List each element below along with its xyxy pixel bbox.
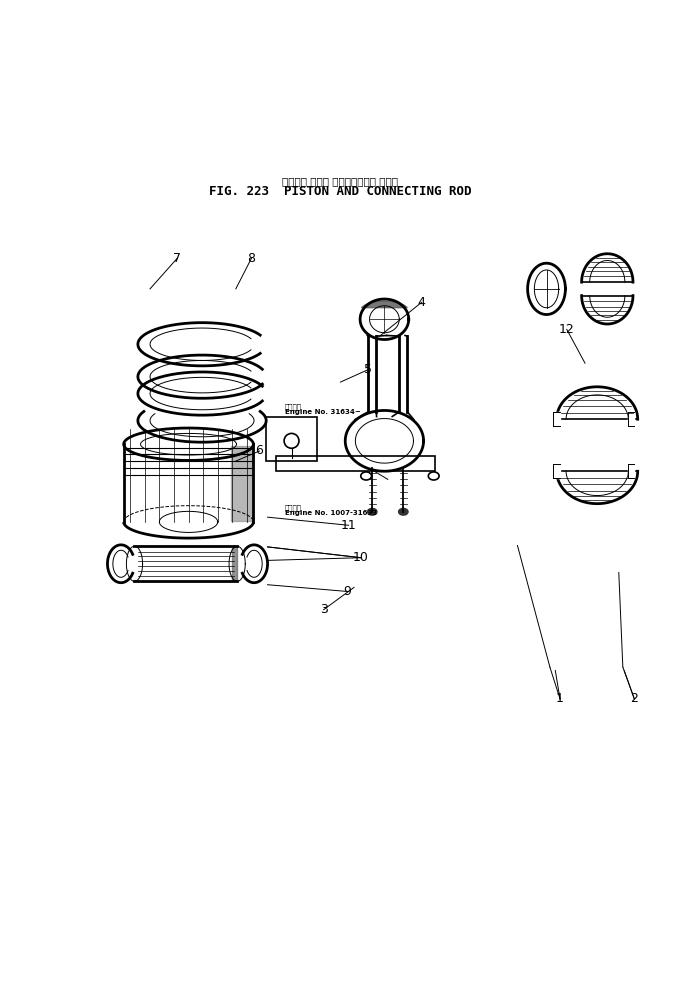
Text: 5: 5 (364, 364, 372, 376)
Text: Engine No. 1007-31633: Engine No. 1007-31633 (285, 510, 377, 516)
Text: 2: 2 (631, 692, 638, 706)
Bar (266, 417, 317, 461)
Bar (553, 413, 560, 426)
Bar (628, 465, 634, 478)
Bar (276, 456, 435, 471)
Polygon shape (362, 301, 407, 308)
Text: 適用平岡: 適用平岡 (285, 504, 302, 511)
Text: FIG. 223  PISTON AND CONNECTING ROD: FIG. 223 PISTON AND CONNECTING ROD (209, 185, 472, 199)
Ellipse shape (368, 508, 377, 515)
Text: ピストン および コネクティング ロッド: ピストン および コネクティング ロッド (283, 176, 398, 186)
Text: 7: 7 (173, 252, 181, 265)
Text: Engine No. 31634~: Engine No. 31634~ (285, 409, 361, 415)
Text: 4: 4 (417, 296, 426, 309)
Text: 6: 6 (255, 444, 264, 457)
Ellipse shape (398, 508, 408, 515)
Text: 10: 10 (353, 551, 368, 564)
Text: 適用平岡: 適用平岡 (285, 403, 302, 410)
Text: 3: 3 (319, 604, 328, 616)
Bar (628, 413, 634, 426)
Text: 8: 8 (247, 252, 255, 265)
Text: 11: 11 (340, 519, 356, 532)
Text: 9: 9 (343, 585, 351, 598)
Text: 1: 1 (556, 692, 564, 706)
Text: 12: 12 (559, 322, 575, 336)
Bar (553, 465, 560, 478)
